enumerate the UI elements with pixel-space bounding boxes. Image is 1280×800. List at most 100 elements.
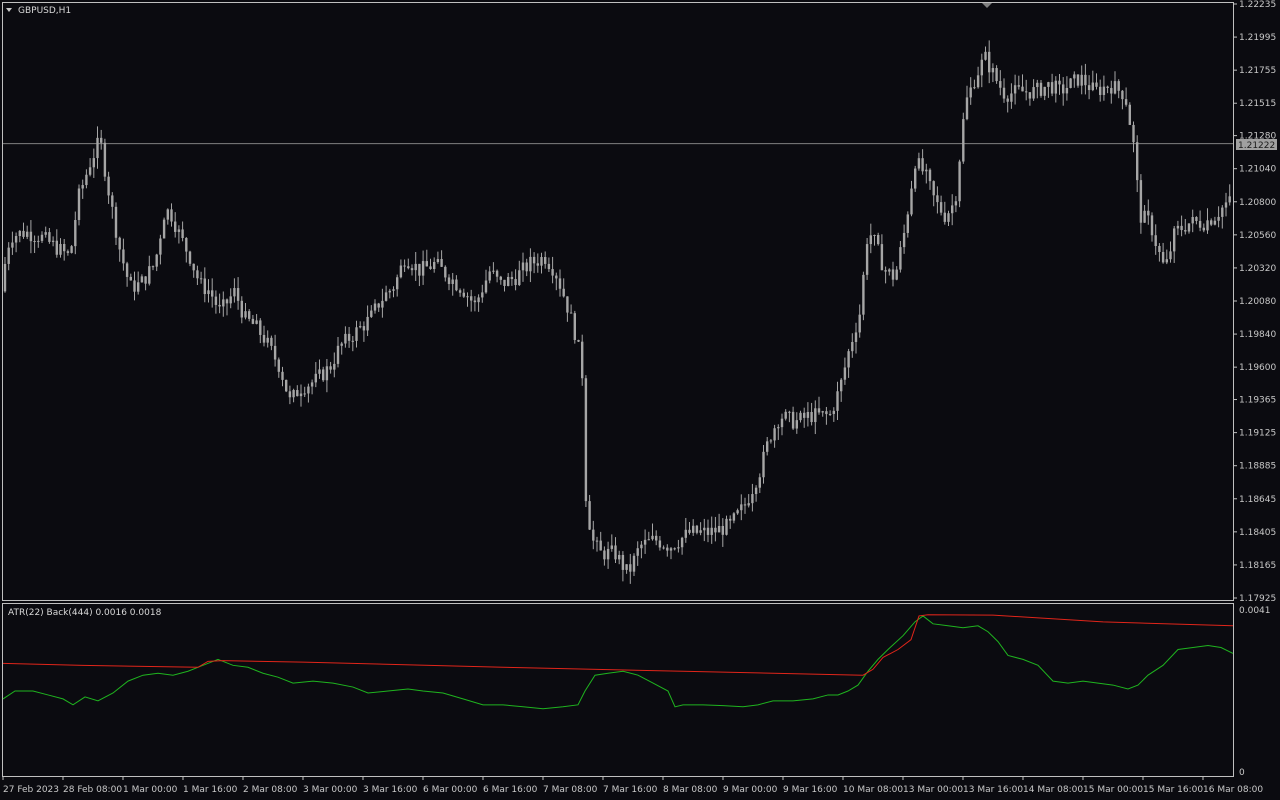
candle: [1180, 215, 1183, 237]
candle: [1217, 206, 1220, 228]
candle: [1139, 174, 1143, 234]
candle: [429, 258, 432, 270]
time-axis-label: 27 Feb 2023: [3, 785, 59, 795]
candle: [1084, 63, 1087, 95]
price-axis-label: 1.18885: [1239, 462, 1276, 472]
candle: [677, 539, 680, 553]
candle: [569, 304, 573, 314]
price-axis-label: 1.21995: [1239, 33, 1276, 43]
candle: [1132, 121, 1135, 153]
candle: [455, 275, 458, 292]
candle: [1161, 242, 1165, 264]
candle: [651, 523, 654, 541]
candle: [66, 249, 70, 256]
atr-axis-label: 0: [1239, 768, 1245, 778]
candle: [884, 266, 887, 284]
candle: [3, 256, 7, 293]
candle: [588, 494, 591, 530]
candle: [976, 66, 980, 89]
candle: [492, 262, 495, 274]
time-axis-label: 3 Mar 00:00: [303, 785, 358, 795]
candle: [488, 266, 491, 284]
candle: [7, 242, 10, 271]
candle: [1206, 208, 1209, 234]
candle: [851, 333, 854, 358]
candle: [740, 494, 743, 521]
chart-menu-triangle-icon[interactable]: [6, 8, 12, 12]
candle: [544, 251, 547, 269]
candle: [325, 359, 329, 393]
candle: [340, 341, 343, 355]
candle: [751, 483, 754, 512]
chart-shift-marker-icon[interactable]: [982, 3, 992, 8]
candle: [133, 271, 136, 301]
candle: [495, 269, 499, 283]
candle: [185, 237, 188, 263]
candle: [470, 289, 473, 312]
candle: [877, 232, 880, 246]
candle: [333, 352, 336, 378]
candle: [1143, 205, 1146, 223]
candle: [481, 284, 484, 303]
candle: [632, 553, 636, 576]
indicator-panel-frame: [2, 603, 1234, 777]
candle: [621, 551, 625, 582]
candle: [92, 148, 95, 178]
candle: [122, 238, 125, 271]
candle: [695, 524, 699, 535]
candle: [373, 299, 377, 314]
candle: [555, 272, 558, 291]
candle: [603, 546, 606, 566]
candle: [551, 256, 554, 284]
candle: [1187, 223, 1191, 234]
candle: [1091, 70, 1094, 92]
candle: [529, 248, 532, 283]
candle: [888, 268, 891, 276]
candle: [858, 304, 861, 338]
candle: [451, 272, 454, 296]
candle: [803, 407, 806, 428]
candle: [1202, 223, 1205, 233]
candle: [995, 65, 998, 84]
candle: [440, 250, 443, 268]
candle: [1176, 220, 1180, 236]
candle: [388, 288, 391, 299]
candle: [462, 288, 465, 298]
candle: [714, 516, 717, 542]
candle: [843, 357, 847, 385]
candle: [225, 298, 229, 316]
candle: [1095, 73, 1098, 90]
candle: [96, 126, 99, 169]
candle: [951, 194, 954, 226]
candle: [144, 276, 147, 291]
time-axis-label: 13 Mar 16:00: [963, 785, 1023, 795]
candle: [11, 231, 14, 255]
candle: [799, 410, 802, 423]
price-axis-label: 1.20320: [1239, 264, 1276, 274]
candle: [85, 169, 88, 189]
price-axis-label: 1.21755: [1239, 66, 1276, 76]
candle: [410, 264, 414, 276]
candle: [1050, 73, 1054, 97]
candle: [540, 252, 543, 274]
candle: [277, 357, 280, 378]
candle: [170, 203, 173, 227]
candle: [22, 222, 25, 239]
candle: [1054, 76, 1057, 103]
candle: [70, 245, 73, 254]
candle: [299, 384, 303, 407]
candle: [1154, 224, 1157, 255]
candle: [969, 77, 972, 105]
time-axis-label: 1 Mar 00:00: [123, 785, 178, 795]
candle: [558, 269, 562, 297]
time-axis-label: 15 Mar 16:00: [1143, 785, 1203, 795]
candle: [840, 378, 843, 402]
candle: [899, 240, 902, 273]
candle: [88, 158, 92, 177]
price-axis-label: 1.18405: [1239, 528, 1276, 538]
candle: [902, 224, 906, 254]
current-price-label: 1.21222: [1238, 141, 1275, 151]
candle: [318, 359, 321, 379]
candle: [1047, 81, 1050, 98]
time-axis-label: 16 Mar 08:00: [1203, 785, 1263, 795]
